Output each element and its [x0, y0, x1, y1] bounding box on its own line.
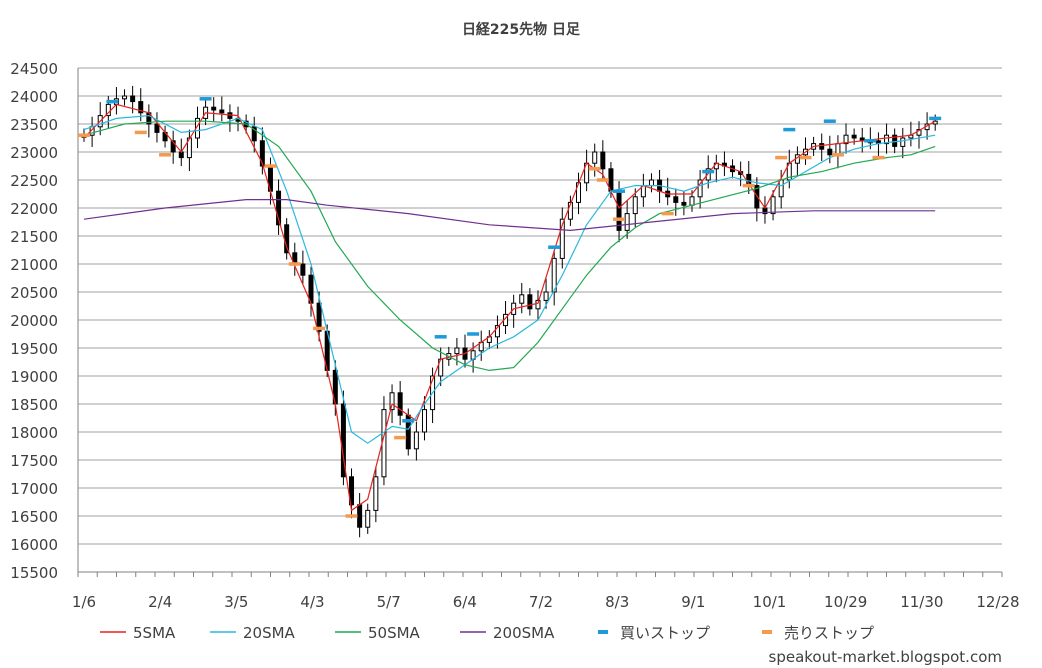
x-tick-label: 10/1	[753, 593, 787, 611]
series-line-2	[83, 120, 936, 372]
candle-body	[827, 148, 833, 156]
sma-lines	[83, 103, 936, 512]
candle-body	[535, 299, 541, 310]
y-tick-label: 19500	[10, 340, 58, 358]
y-tick-label: 17000	[10, 480, 58, 498]
y-tick-label: 18500	[10, 396, 58, 414]
legend-label: 50SMA	[368, 624, 421, 642]
candle-body	[389, 392, 395, 411]
candle-body	[851, 134, 857, 139]
y-tick-label: 22500	[10, 172, 58, 190]
grid-lines	[78, 67, 1002, 573]
candle-body	[357, 504, 363, 528]
candle-body	[365, 509, 371, 528]
y-tick-label: 21000	[10, 256, 58, 274]
y-tick-label: 22000	[10, 200, 58, 218]
candle-body	[519, 294, 525, 304]
candle-body	[454, 347, 460, 355]
candle-body	[916, 129, 922, 136]
x-tick-label: 1/6	[72, 593, 96, 611]
candle-body	[122, 95, 128, 100]
candle-body	[681, 201, 687, 206]
candle-body	[648, 179, 654, 187]
candle-body	[673, 196, 679, 203]
candle-body	[900, 137, 906, 147]
footer-url: speakout-market.blogspot.com	[768, 648, 1002, 666]
candle-body	[543, 291, 549, 301]
y-tick-label: 18000	[10, 424, 58, 442]
y-tick-label: 24500	[10, 60, 58, 78]
legend: 5SMA 20SMA 50SMA 200SMA 買いストップ 売りストップ	[100, 624, 874, 642]
legend-label: 5SMA	[133, 624, 176, 642]
x-tick-label: 3/5	[224, 593, 248, 611]
candle-body	[259, 140, 265, 167]
candle-body	[130, 95, 136, 103]
legend-label: 20SMA	[243, 624, 296, 642]
y-tick-label: 15500	[10, 564, 58, 582]
y-tick-label: 23000	[10, 144, 58, 162]
x-tick-label: 11/30	[900, 593, 943, 611]
candle-body	[697, 179, 703, 198]
candle-body	[170, 140, 176, 153]
candle-body	[592, 151, 598, 164]
candle-body	[770, 196, 776, 215]
x-tick-label: 7/2	[529, 593, 553, 611]
candle-body	[251, 126, 257, 142]
y-tick-label: 21500	[10, 228, 58, 246]
candle-body	[600, 151, 606, 170]
candle-body	[624, 213, 630, 231]
candle-body	[551, 257, 557, 293]
candle-body	[778, 179, 784, 198]
series-line-0	[83, 103, 936, 512]
series-line-1	[83, 114, 936, 444]
series-line-3	[83, 199, 936, 232]
x-tick-label: 2/4	[148, 593, 172, 611]
y-tick-label: 19000	[10, 368, 58, 386]
y-tick-label: 24000	[10, 88, 58, 106]
candle-body	[527, 294, 533, 310]
candle-body	[559, 218, 565, 259]
candle-body	[421, 409, 427, 433]
candle-body	[373, 476, 379, 511]
candle-body	[154, 123, 160, 133]
candle-body	[413, 431, 419, 450]
x-tick-label: 9/1	[681, 593, 705, 611]
y-tick-label: 16500	[10, 508, 58, 526]
legend-label: 売りストップ	[784, 624, 874, 642]
x-axis: 1/6 2/4 3/5 4/3 5/7 6/4 7/2 8/3 9/1 10/1 10/29 11/3…	[72, 571, 1020, 611]
legend-label: 買いストップ	[620, 624, 710, 642]
candle-body	[892, 134, 898, 147]
y-axis: 15500 16000 16500 17000 17500 18000 18500 19000…	[10, 60, 79, 582]
chart-title: 日経225先物 日足	[462, 21, 581, 38]
x-tick-label: 4/3	[300, 593, 324, 611]
candle-body	[819, 143, 825, 150]
candle-body	[211, 106, 217, 111]
x-tick-label: 5/7	[377, 593, 401, 611]
candle-body	[632, 196, 638, 215]
y-tick-label: 23500	[10, 116, 58, 134]
x-tick-label: 12/28	[976, 593, 1019, 611]
candle-body	[138, 101, 144, 114]
stop-markers	[78, 97, 942, 518]
candle-body	[219, 109, 225, 114]
legend-label: 200SMA	[493, 624, 555, 642]
candle-body	[397, 392, 403, 416]
candle-body	[843, 134, 849, 145]
candle-body	[689, 196, 695, 206]
x-tick-label: 6/4	[453, 593, 477, 611]
candle-body	[494, 325, 500, 338]
y-tick-label: 17500	[10, 452, 58, 470]
candle-body	[616, 190, 622, 231]
candle-body	[300, 263, 306, 276]
y-tick-label: 20500	[10, 284, 58, 302]
candle-body	[349, 476, 355, 506]
y-tick-label: 20000	[10, 312, 58, 330]
candle-body	[884, 134, 890, 145]
x-tick-label: 8/3	[605, 593, 629, 611]
candle-body	[316, 302, 322, 332]
candle-body	[276, 190, 282, 226]
x-tick-label: 10/29	[824, 593, 867, 611]
y-tick-label: 16000	[10, 536, 58, 554]
